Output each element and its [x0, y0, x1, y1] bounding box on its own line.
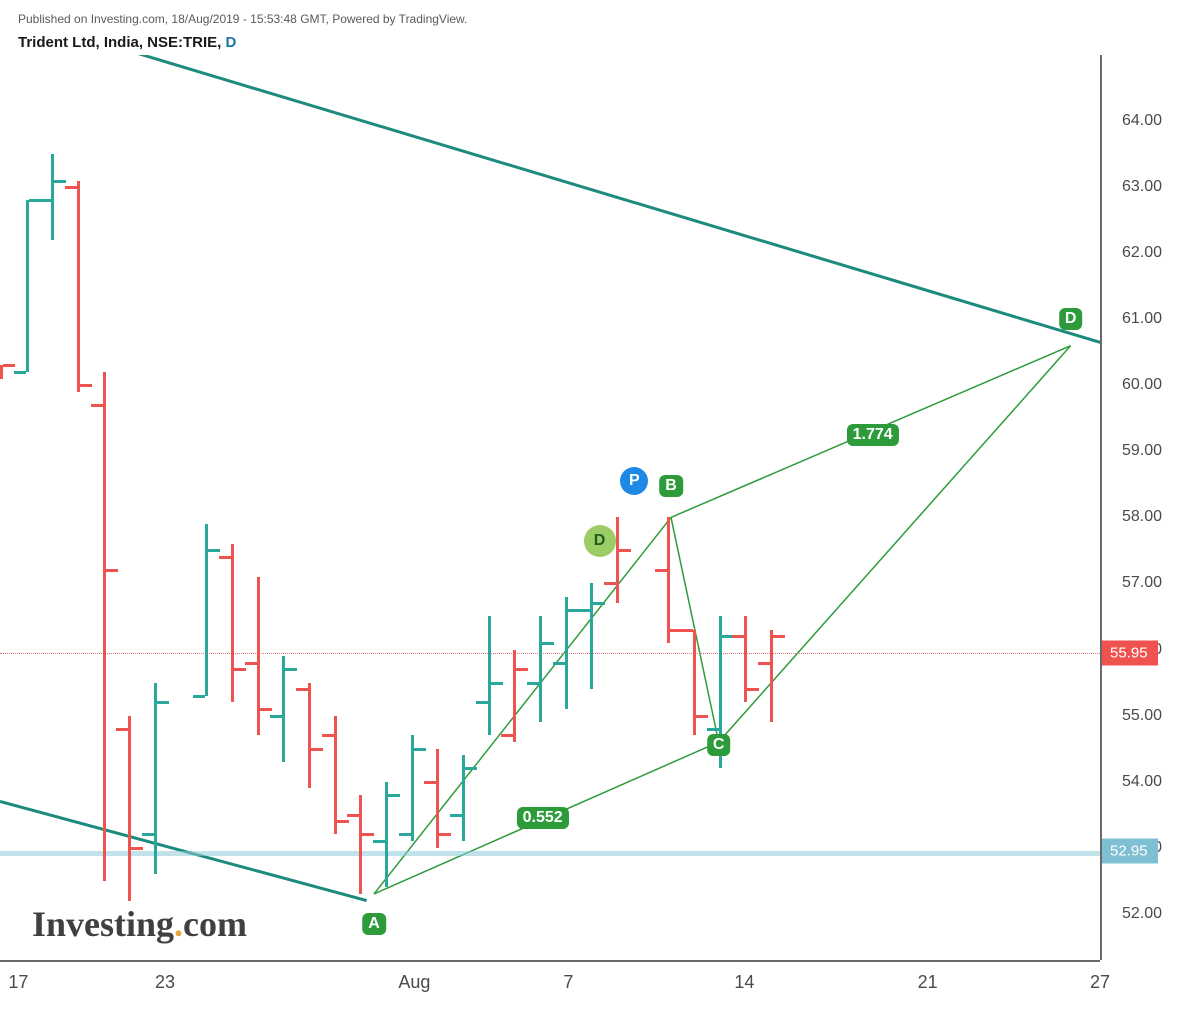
x-tick-label: 14	[734, 972, 754, 993]
y-tick-label: 55.00	[1122, 707, 1162, 725]
price-level-line	[0, 851, 1100, 856]
y-axis-line	[1100, 55, 1102, 960]
watermark-dot: .	[174, 904, 183, 944]
x-axis-line	[0, 960, 1100, 962]
chart-title: Trident Ltd, India, NSE:TRIE, D	[18, 34, 236, 51]
y-tick-label: 54.00	[1122, 773, 1162, 791]
pattern-label: C	[707, 734, 731, 756]
y-tick-label: 64.00	[1122, 112, 1162, 130]
y-tick-label: 59.00	[1122, 442, 1162, 460]
indicator-circle: P	[620, 467, 648, 495]
publish-info: Published on Investing.com, 18/Aug/2019 …	[18, 12, 467, 26]
chart-container: Published on Investing.com, 18/Aug/2019 …	[0, 0, 1200, 1018]
price-level-line	[0, 653, 1100, 654]
x-tick-label: 27	[1090, 972, 1110, 993]
y-tick-label: 61.00	[1122, 310, 1162, 328]
y-tick-label: 63.00	[1122, 178, 1162, 196]
title-symbol: Trident Ltd, India, NSE:TRIE,	[18, 34, 226, 51]
x-tick-label: 21	[918, 972, 938, 993]
pattern-label: 0.552	[517, 807, 569, 829]
y-tick-label: 62.00	[1122, 244, 1162, 262]
y-tick-label: 60.00	[1122, 376, 1162, 394]
pattern-label: B	[659, 475, 683, 497]
y-tick-label: 52.00	[1122, 905, 1162, 923]
watermark-logo: Investing.com	[32, 903, 247, 945]
x-tick-label: 17	[8, 972, 28, 993]
watermark-text-a: Investing	[32, 904, 174, 944]
y-tick-label: 58.00	[1122, 508, 1162, 526]
y-tick-label: 57.00	[1122, 574, 1162, 592]
plot-area[interactable]: Investing.com A B C D 0.552 1.774 D P	[0, 55, 1100, 960]
price-tag: 52.95	[1102, 839, 1158, 864]
pattern-label: D	[1059, 308, 1083, 330]
x-tick-label: 23	[155, 972, 175, 993]
x-axis[interactable]: 1723Aug7142127	[0, 960, 1100, 1018]
pattern-label: A	[362, 913, 386, 935]
title-timeframe: D	[226, 34, 237, 51]
pattern-label: 1.774	[847, 424, 899, 446]
x-tick-label: Aug	[398, 972, 430, 993]
watermark-text-b: com	[183, 904, 247, 944]
x-tick-label: 7	[563, 972, 573, 993]
indicator-circle: D	[584, 525, 616, 557]
y-axis[interactable]: 52.0053.0054.0055.0056.0057.0058.0059.00…	[1100, 55, 1200, 960]
price-tag: 55.95	[1102, 640, 1158, 665]
